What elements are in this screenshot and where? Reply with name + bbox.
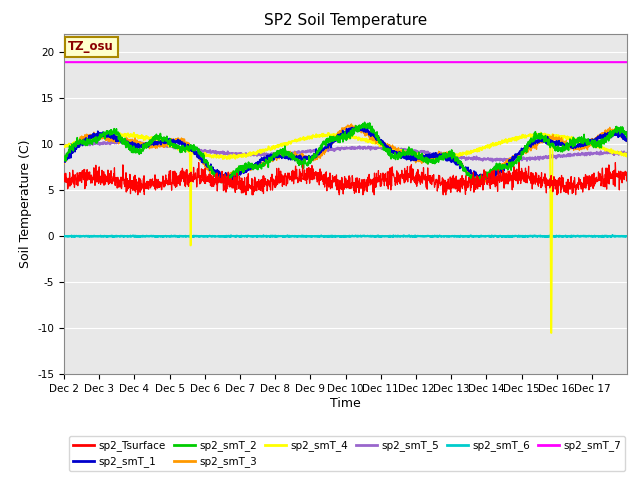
- Text: TZ_osu: TZ_osu: [68, 40, 114, 53]
- X-axis label: Time: Time: [330, 397, 361, 410]
- Y-axis label: Soil Temperature (C): Soil Temperature (C): [19, 140, 32, 268]
- Title: SP2 Soil Temperature: SP2 Soil Temperature: [264, 13, 428, 28]
- Legend: sp2_Tsurface, sp2_smT_1, sp2_smT_2, sp2_smT_3, sp2_smT_4, sp2_smT_5, sp2_smT_6, : sp2_Tsurface, sp2_smT_1, sp2_smT_2, sp2_…: [69, 436, 625, 471]
